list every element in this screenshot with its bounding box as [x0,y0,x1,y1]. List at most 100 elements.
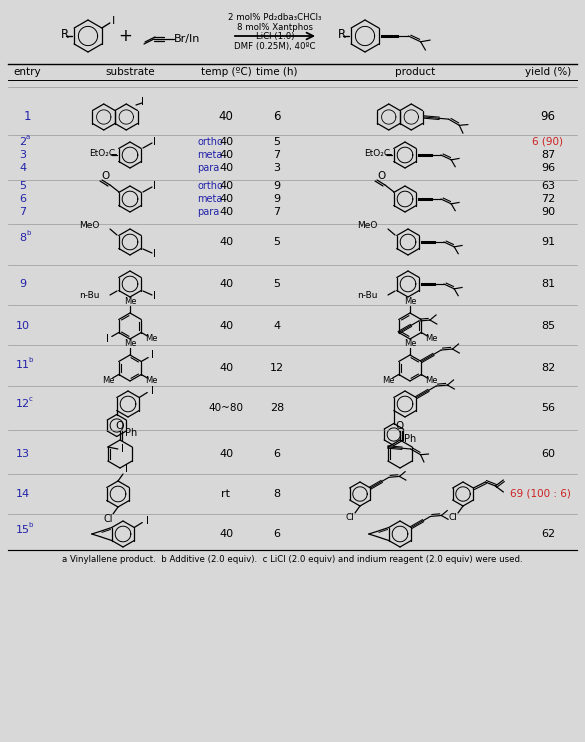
Text: 40: 40 [219,529,233,539]
Text: I: I [151,350,154,360]
Text: 40: 40 [219,207,233,217]
Text: entry: entry [13,67,41,77]
Text: 5: 5 [274,237,280,247]
Text: I: I [121,444,125,454]
Text: LiCl (1.0): LiCl (1.0) [256,31,294,41]
Text: 62: 62 [541,529,555,539]
Text: 85: 85 [541,321,555,331]
Text: DMF (0.25M), 40ºC: DMF (0.25M), 40ºC [234,42,316,50]
Text: 2 mol% Pd₂dba₃CHCl₃: 2 mol% Pd₂dba₃CHCl₃ [228,13,322,22]
Text: I: I [153,249,156,259]
Text: para: para [197,163,219,173]
Text: 40: 40 [219,449,233,459]
Text: 7: 7 [273,150,281,160]
Text: 40: 40 [219,363,233,373]
Text: 6 (90): 6 (90) [532,137,563,147]
Text: b: b [29,357,33,363]
Text: 28: 28 [270,403,284,413]
Text: Me: Me [425,376,438,385]
Text: Me: Me [404,338,417,347]
Text: 60: 60 [541,449,555,459]
Text: a Vinylallene product.  b Additive (2.0 equiv).  c LiCl (2.0 equiv) and indium r: a Vinylallene product. b Additive (2.0 e… [61,554,522,563]
Text: time (h): time (h) [256,67,298,77]
Text: 1: 1 [23,111,31,123]
Text: 82: 82 [541,363,555,373]
Text: Me: Me [124,297,136,306]
Text: 9: 9 [273,181,281,191]
Text: O: O [377,171,385,181]
Text: c: c [29,396,33,402]
Text: 90: 90 [541,207,555,217]
Text: 40: 40 [219,321,233,331]
Text: 3: 3 [274,163,280,173]
Text: MeO: MeO [80,222,100,231]
Text: O: O [116,421,124,431]
Text: meta: meta [197,194,222,204]
Text: 8: 8 [273,489,281,499]
Text: 5: 5 [19,181,26,191]
Text: 4: 4 [273,321,281,331]
Text: 8: 8 [19,233,26,243]
Text: Me: Me [146,376,158,385]
Text: Me: Me [382,376,395,385]
Text: a: a [26,134,30,140]
Text: I: I [153,137,156,147]
Text: rt: rt [222,489,230,499]
Text: 9: 9 [273,194,281,204]
Text: +: + [118,27,132,45]
Text: I: I [112,16,115,26]
Text: para: para [197,207,219,217]
Text: EtO₂C: EtO₂C [89,149,115,159]
Text: O: O [102,171,110,181]
Text: Cl: Cl [103,514,113,524]
Text: 40: 40 [219,181,233,191]
Text: 6: 6 [19,194,26,204]
Text: 40: 40 [219,111,233,123]
Text: b: b [29,522,33,528]
Text: 11: 11 [16,360,30,370]
Text: 72: 72 [541,194,555,204]
Text: 10: 10 [16,321,30,331]
Text: 63: 63 [541,181,555,191]
Text: 2: 2 [19,137,26,147]
Text: 40: 40 [219,237,233,247]
Text: substrate: substrate [105,67,155,77]
Text: Me: Me [404,297,417,306]
Text: Cl: Cl [449,513,457,522]
Text: 4: 4 [19,163,26,173]
Text: 40: 40 [219,150,233,160]
Text: 40: 40 [219,194,233,204]
Text: 40~80: 40~80 [208,403,243,413]
Text: 5: 5 [274,137,280,147]
Text: 96: 96 [541,111,556,123]
Text: Ph: Ph [125,428,137,439]
Text: 13: 13 [16,449,30,459]
Text: 40: 40 [219,163,233,173]
Text: 7: 7 [273,207,281,217]
Text: Me: Me [425,334,438,343]
Text: 8 mol% Xantphos: 8 mol% Xantphos [237,22,313,31]
Text: R: R [61,28,69,42]
Text: 7: 7 [19,207,26,217]
Text: I: I [142,97,144,107]
Text: meta: meta [197,150,222,160]
Text: yield (%): yield (%) [525,67,571,77]
Text: R: R [338,28,346,42]
Text: I: I [106,334,109,344]
Text: 6: 6 [274,449,280,459]
Text: 12: 12 [16,399,30,409]
Text: I: I [125,464,128,474]
Text: Cl: Cl [346,513,355,522]
Text: I: I [153,181,156,191]
Text: n-Bu: n-Bu [357,292,378,301]
Text: 3: 3 [19,150,26,160]
Text: 12: 12 [270,363,284,373]
Text: 6: 6 [274,529,280,539]
Text: 91: 91 [541,237,555,247]
Text: 5: 5 [274,279,280,289]
Text: 14: 14 [16,489,30,499]
Text: MeO: MeO [357,222,378,231]
Text: O: O [396,421,404,431]
Text: EtO₂C: EtO₂C [364,149,390,159]
Text: 87: 87 [541,150,555,160]
